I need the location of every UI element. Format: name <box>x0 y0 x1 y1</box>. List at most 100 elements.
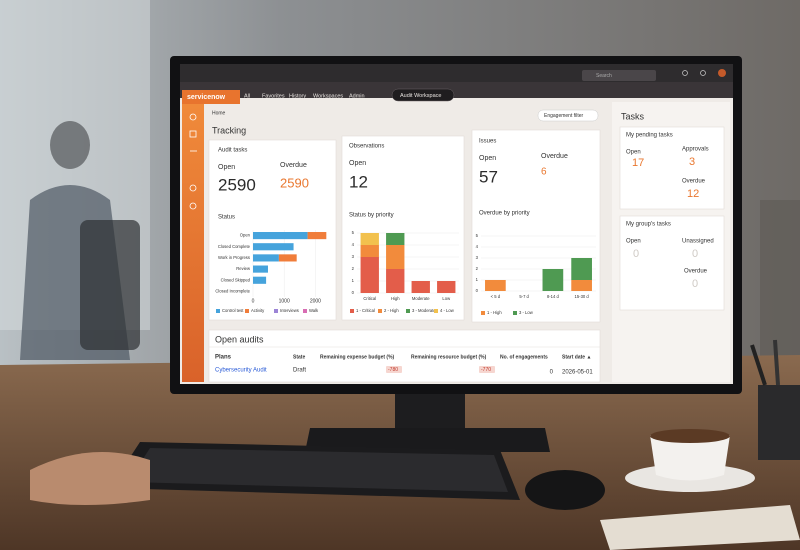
nav-item[interactable]: All <box>244 93 250 99</box>
cell: 2026-05-01 <box>562 370 593 376</box>
legend-label: 2 - High <box>384 308 399 313</box>
legend-swatch <box>434 309 438 313</box>
legend-label: Activity <box>251 308 265 313</box>
y-tick-label: Review <box>236 266 251 271</box>
logo: servicenow <box>187 94 226 101</box>
plant-shadow <box>760 200 800 370</box>
legend-swatch <box>350 309 354 313</box>
x-tick-label: 2000 <box>310 298 321 304</box>
x-tick-label: Critical <box>363 296 376 301</box>
stat-label: Open <box>479 155 496 162</box>
card <box>619 126 725 210</box>
bar <box>360 245 379 257</box>
bar <box>386 233 405 245</box>
x-tick-label: 8-14 d <box>547 294 560 299</box>
stat-value: 57 <box>479 167 498 186</box>
nav-item[interactable]: Admin <box>349 93 365 99</box>
bar <box>253 276 267 284</box>
x-tick-label: 1000 <box>279 298 290 304</box>
chart-title: Status by priority <box>349 213 394 219</box>
y-tick-label: 4 <box>352 242 355 247</box>
y-tick-label: 4 <box>476 244 479 249</box>
stat-label: Approvals <box>682 147 709 153</box>
person-head <box>50 121 90 169</box>
cup <box>650 435 730 481</box>
section-title: Tracking <box>212 125 246 135</box>
x-tick-label: High <box>391 296 400 301</box>
filter-button[interactable] <box>537 109 599 122</box>
avatar[interactable] <box>718 69 726 77</box>
stat-label: Overdue <box>280 162 307 169</box>
nav-item[interactable]: Favorites <box>262 93 285 99</box>
badge <box>386 366 402 373</box>
legend-label: 4 - Low <box>440 308 455 313</box>
bar <box>386 245 405 269</box>
monitor-neck <box>395 390 465 430</box>
stat-label: Open <box>349 160 366 167</box>
bar <box>253 232 308 240</box>
nav-item[interactable]: Workspaces <box>313 93 343 99</box>
x-tick-label: Low <box>442 296 451 301</box>
legend-swatch <box>245 309 249 313</box>
pen-holder <box>758 385 800 460</box>
card-title: My group's tasks <box>626 222 671 228</box>
x-tick-label: 15-30 d <box>575 294 590 299</box>
pen <box>773 339 780 386</box>
pen <box>750 344 767 386</box>
legend-swatch <box>481 311 485 315</box>
icon[interactable] <box>700 70 706 76</box>
hand <box>30 452 150 505</box>
stat-label: Overdue <box>682 179 706 185</box>
bar <box>360 233 379 245</box>
legend-label: Interviews <box>280 308 299 313</box>
bar <box>542 269 564 291</box>
notebook <box>600 505 800 550</box>
stat-value: 0 <box>692 248 698 260</box>
y-tick-label: 3 <box>352 254 355 259</box>
legend-swatch <box>303 309 307 313</box>
legend-swatch <box>406 309 410 313</box>
legend-swatch <box>274 309 278 313</box>
nav-item[interactable]: History <box>289 93 306 99</box>
sidebar <box>182 104 204 382</box>
side-icon[interactable] <box>189 113 197 121</box>
stat-label: Open <box>626 239 641 245</box>
x-tick-label: < 5 d <box>491 294 501 299</box>
bar <box>485 280 506 291</box>
bar <box>278 254 297 262</box>
side-icon[interactable] <box>189 184 197 192</box>
column-header[interactable]: Start date ▲ <box>562 354 591 360</box>
x-tick-label: 5-7 d <box>519 294 529 299</box>
legend-label: 3 - Moderate <box>412 308 436 313</box>
cell: 0 <box>550 370 554 376</box>
cell: Draft <box>293 368 306 374</box>
search[interactable]: Search <box>596 73 612 79</box>
stat-label: Overdue <box>684 269 708 275</box>
y-tick-label: 0 <box>352 290 355 295</box>
workspace-pill[interactable] <box>391 88 455 102</box>
audits-card <box>208 329 601 383</box>
search-box[interactable] <box>582 70 656 81</box>
bar <box>253 243 294 251</box>
bar <box>253 265 268 273</box>
screen: servicenow All Favorites History Workspa… <box>180 64 733 384</box>
side-icon[interactable] <box>189 202 197 210</box>
y-tick-label: 0 <box>476 288 479 293</box>
legend-label: Control test <box>222 308 244 313</box>
logo-bg <box>182 90 240 104</box>
filter[interactable]: Engagement filter <box>544 113 584 119</box>
plan-link[interactable]: Cybersecurity Audit <box>215 368 267 374</box>
workspace[interactable]: Audit Workspace <box>400 93 441 99</box>
column-header: Plans <box>215 355 232 361</box>
card <box>619 215 725 311</box>
icon[interactable] <box>682 70 688 76</box>
cell: -780 <box>388 367 398 373</box>
card-title: Audit tasks <box>218 148 247 154</box>
y-tick-label: Work in Progress <box>218 255 250 260</box>
home-link[interactable]: Home <box>212 110 226 116</box>
stat-value: 2590 <box>218 175 256 194</box>
x-tick-label: Moderate <box>412 296 430 301</box>
chair <box>80 220 140 350</box>
side-icon[interactable] <box>189 130 197 138</box>
